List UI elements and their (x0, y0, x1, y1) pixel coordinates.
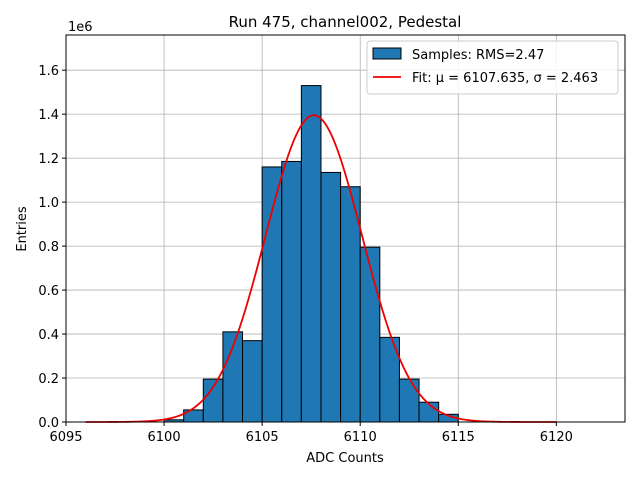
fit-curve-group (85, 114, 557, 423)
histogram-bar (261, 166, 283, 423)
y-tick-label: 1.4 (38, 108, 59, 123)
y-tick-label: 1.0 (38, 196, 59, 211)
x-tick-label: 6095 (49, 430, 82, 445)
y-tick-label: 0.8 (38, 240, 59, 255)
x-tick-label: 6105 (246, 430, 279, 445)
x-tick-label: 6100 (148, 430, 181, 445)
x-axis-label: ADC Counts (306, 451, 384, 466)
grid-lines (65, 35, 625, 423)
x-tick-label: 6110 (344, 430, 377, 445)
legend: Samples: RMS=2.47 Fit: μ = 6107.635, σ =… (366, 40, 619, 95)
plot-frame (65, 34, 626, 423)
legend-frame (366, 40, 619, 95)
y-tick-label: 1.2 (38, 152, 59, 167)
x-tick-label: 6120 (540, 430, 573, 445)
y-axis-label: Entries (15, 206, 30, 252)
histogram-bar (300, 85, 322, 423)
x-tick-label: 6115 (442, 430, 475, 445)
x-axis-ticks: 6095 6100 6105 6110 6115 6120 (49, 422, 573, 445)
legend-fit-label: Fit: μ = 6107.635, σ = 2.463 (412, 71, 598, 86)
y-axis-multiplier: 1e6 (68, 20, 93, 35)
y-tick-label: 1.6 (38, 64, 59, 79)
y-axis-ticks: 0.0 0.2 0.4 0.6 0.8 1.0 1.2 1.4 1.6 (38, 64, 66, 431)
fit-curve (85, 114, 557, 423)
histogram-bar (242, 340, 263, 423)
y-tick-label: 0.2 (38, 372, 59, 387)
histogram-bar (281, 160, 302, 423)
chart-title: Run 475, channel002, Pedestal (229, 13, 462, 31)
histogram-bar (320, 171, 342, 423)
y-tick-label: 0.6 (38, 284, 59, 299)
y-tick-label: 0.4 (38, 328, 59, 343)
y-tick-label: 0.0 (38, 416, 59, 431)
histogram-bar (340, 186, 361, 423)
histogram-bars (163, 85, 459, 423)
legend-histogram-label: Samples: RMS=2.47 (412, 48, 544, 63)
legend-histogram-swatch (372, 47, 402, 60)
histogram-bar (398, 378, 420, 423)
histogram-bar (359, 246, 381, 423)
